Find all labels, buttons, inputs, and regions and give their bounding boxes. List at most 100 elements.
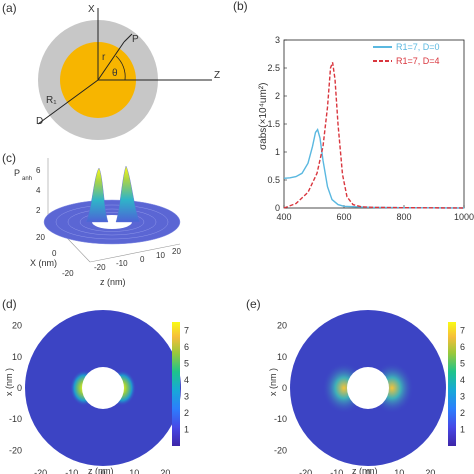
colorbar-tick-label: 2	[184, 408, 189, 418]
d-ylabel: x (nm )	[4, 368, 14, 396]
c-xlabel: z (nm)	[100, 277, 126, 287]
x-tick-label: 800	[396, 212, 411, 222]
colorbar-tick-label: 6	[460, 342, 465, 352]
theta-label: θ	[112, 68, 118, 79]
plot-b-ylabel: σabs(×10⁴um²)	[258, 83, 269, 150]
c-ztick: 4	[36, 186, 41, 195]
c-xaxis	[89, 243, 181, 263]
theta-arc	[115, 55, 126, 81]
colorbar-tick-label: 4	[460, 375, 465, 385]
c-surface-mesh	[55, 204, 169, 240]
y-tick-label: 1	[275, 147, 280, 157]
legend-label-1: R1=7, D=0	[396, 42, 440, 52]
e-axis-ticks: -20 -10 0 10 20 20 10 0 -10 -20	[274, 321, 435, 474]
c-ztick: 6	[36, 166, 41, 175]
colorbar-tick-label: 3	[184, 391, 189, 401]
x-tick-label: 0	[365, 468, 370, 474]
c-zlabel: P	[14, 168, 20, 178]
y-tick-label: 3	[275, 35, 280, 45]
y-tick-label: 0	[17, 383, 22, 393]
colorbar-tick-label: 1	[460, 424, 465, 434]
x-tick-label: 1000	[454, 212, 474, 222]
y-tick-label: 1.5	[267, 119, 280, 129]
y-tick-label: 10	[277, 352, 287, 362]
c-peak-right	[115, 165, 141, 223]
colorbar-tick-label: 2	[460, 408, 465, 418]
colorbar-tick-label: 3	[460, 391, 465, 401]
e-colorbar	[448, 322, 456, 446]
y-tick-label: 10	[12, 352, 22, 362]
x-tick-label: 20	[160, 468, 170, 474]
point-p-line	[123, 33, 133, 43]
y-tick-label: -20	[274, 445, 287, 455]
x-tick-label: 400	[276, 212, 291, 222]
panel-e: (e) 7 6 5 4 3 2 1 -20 -10 0 10 20 20 10 0 -10 -20 x (nm…	[246, 297, 465, 474]
c-xtick: -20	[94, 263, 106, 272]
d-axis-ticks: -20 -10 0 10 20 20 10 0 -10 -20	[9, 321, 170, 474]
panel-b-label: (b)	[233, 0, 248, 13]
x-tick-label: 600	[336, 212, 351, 222]
c-xtick: 0	[140, 255, 145, 264]
panel-a: (a) X Z R₁ D r P θ	[2, 1, 220, 140]
y-tick-label: 2	[275, 91, 280, 101]
d-colorbar	[172, 322, 180, 446]
y-tick-label: 20	[277, 321, 287, 331]
c-xtick: 10	[156, 251, 165, 260]
y-tick-label: 2.5	[267, 63, 280, 73]
axis-z-label: Z	[214, 70, 220, 81]
colorbar-tick-label: 7	[184, 325, 189, 335]
panel-d-label: (d)	[2, 297, 17, 311]
panel-c: (c) 2 4 6 P anh 20 0 -20 X (nm) -20 -10 …	[2, 151, 181, 287]
x-tick-label: 0	[100, 468, 105, 474]
y-tick-label: 0	[275, 203, 280, 213]
c-peak-left	[85, 167, 109, 223]
x-tick-label: -20	[34, 468, 47, 474]
e-heatmap-hole	[347, 367, 389, 409]
panel-a-label: (a)	[2, 1, 17, 15]
colorbar-tick-label: 6	[184, 342, 189, 352]
c-ylabel: X (nm)	[30, 258, 57, 268]
y-tick-label: -10	[274, 414, 287, 424]
panel-c-label: (c)	[2, 151, 16, 165]
c-xtick: 20	[172, 247, 181, 256]
c-xtick: -10	[116, 259, 128, 268]
y-tick-label: -10	[9, 414, 22, 424]
c-ytick: 0	[52, 249, 57, 258]
colorbar-tick-label: 5	[184, 358, 189, 368]
series-line-2	[283, 62, 465, 209]
r-label: r	[102, 52, 106, 63]
x-tick-label: 10	[129, 468, 139, 474]
y-tick-label: 20	[12, 321, 22, 331]
x-tick-label: -20	[299, 468, 312, 474]
plot-b-series	[283, 62, 465, 209]
d-xlabel: z (nm)	[88, 466, 114, 474]
plot-b-ticks: 400 600 800 1000 0 0.5 1 1.5 2 2.5 3	[267, 35, 474, 222]
radius-d-line	[37, 79, 99, 125]
series-line-1	[283, 128, 465, 209]
x-tick-label: -10	[330, 468, 343, 474]
c-ztick: 2	[36, 206, 41, 215]
colorbar-tick-label: 4	[184, 375, 189, 385]
x-tick-label: 20	[425, 468, 435, 474]
colorbar-tick-label: 5	[460, 358, 465, 368]
y-tick-label: -20	[9, 445, 22, 455]
r1-label: R₁	[46, 95, 57, 106]
panel-b: (b) 400 600 800 1000 0 0.5 1 1.5 2 2.5 3 σabs(×10⁴…	[233, 0, 474, 222]
panel-e-label: (e)	[246, 297, 261, 311]
colorbar-tick-label: 1	[184, 424, 189, 434]
panel-d: (d) 7 6 5 4 3 2 1 -20 -10 0 10 20 20 10 0 -10 -20 x (nm…	[2, 297, 189, 474]
radius-r-line	[97, 41, 125, 81]
y-tick-label: 0	[282, 383, 287, 393]
legend-label-2: R1=7, D=4	[396, 56, 440, 66]
p-label: P	[132, 34, 139, 45]
d-label: D	[36, 116, 43, 127]
d-colorbar-ticks: 7 6 5 4 3 2 1	[184, 325, 189, 434]
y-tick-label: 0.5	[267, 175, 280, 185]
colorbar-tick-label: 7	[460, 325, 465, 335]
e-ylabel: x (nm )	[268, 368, 278, 396]
x-tick-label: -10	[65, 468, 78, 474]
d-heatmap-hole	[82, 367, 124, 409]
e-xlabel: z (nm)	[352, 466, 378, 474]
axis-x-label: X	[88, 4, 95, 15]
